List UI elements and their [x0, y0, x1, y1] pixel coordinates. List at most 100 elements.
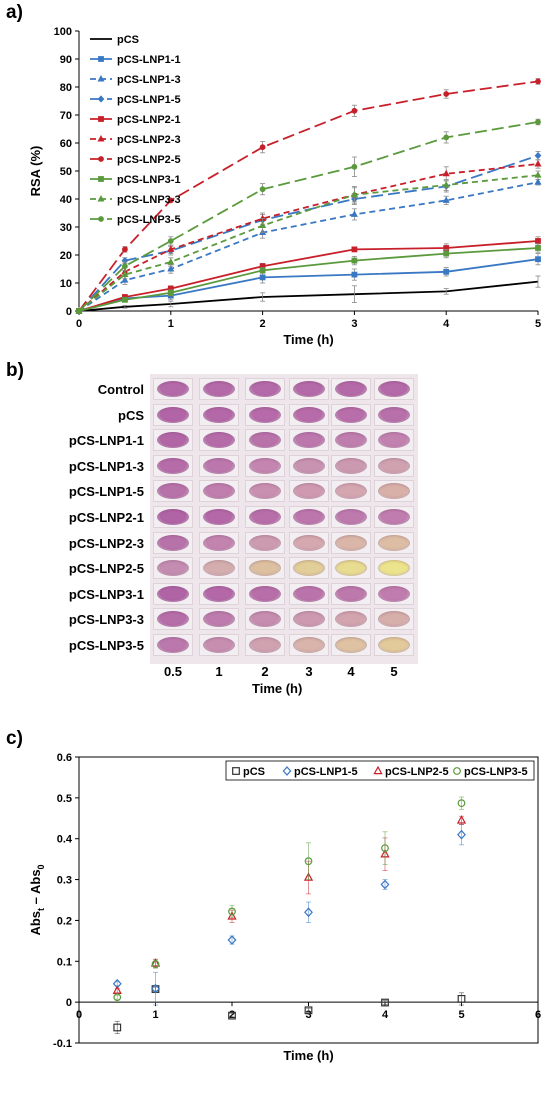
legend-marker [97, 95, 105, 103]
well-solution [378, 457, 410, 474]
well-column-label: 5 [390, 663, 398, 679]
legend-item: pCS [90, 34, 139, 46]
well-cell [331, 608, 371, 631]
legend-item: pCS-LNP1-5 [90, 94, 181, 106]
well-solution [249, 457, 281, 474]
data-point [121, 270, 129, 278]
well-solution [293, 406, 325, 423]
well-cell [374, 403, 414, 426]
well-cell [199, 634, 239, 656]
y-tick-label: 0.5 [57, 793, 72, 805]
well-cell [245, 454, 285, 477]
y-tick-label: 0.3 [57, 875, 72, 887]
y-tick-label: 0 [66, 306, 72, 318]
y-tick-label: 0.4 [57, 834, 73, 846]
panel-c-letter: c) [6, 728, 23, 749]
well-solution [249, 483, 281, 500]
y-tick-label: 0.6 [57, 752, 72, 764]
legend-item: pCS-LNP2-5 [90, 154, 181, 166]
data-point [443, 91, 450, 97]
well-cell [331, 506, 371, 528]
well-solution [293, 585, 325, 602]
legend-label: pCS-LNP1-1 [117, 54, 181, 66]
well-cell [289, 480, 329, 503]
data-point [535, 119, 541, 125]
legend-item: pCS-LNP1-5 [282, 766, 358, 778]
data-point [304, 857, 313, 866]
y-tick-label: 30 [60, 222, 72, 234]
legend-marker [232, 767, 240, 775]
data-point [535, 78, 541, 85]
data-point [259, 186, 266, 193]
well-column-label: 1 [215, 663, 223, 679]
well-solution [249, 637, 281, 653]
well-solution [335, 406, 367, 423]
legend-label: pCS-LNP3-1 [117, 174, 181, 186]
well-solution [203, 509, 235, 525]
well-solution [157, 534, 189, 551]
well-column-label: 3 [305, 663, 313, 679]
well-cell [245, 531, 285, 554]
legend-marker [282, 766, 292, 776]
series-pCS-LNP3-1 [76, 243, 541, 314]
well-solution [335, 509, 367, 525]
legend-label: pCS-LNP1-5 [117, 94, 181, 106]
well-column-label: 2 [261, 663, 269, 679]
well-cell [245, 429, 285, 452]
data-point [167, 289, 174, 296]
well-solution [157, 509, 189, 525]
data-point [76, 308, 82, 314]
well-row-label: pCS-LNP1-5 [68, 484, 144, 500]
well-solution [203, 483, 235, 500]
data-point [535, 245, 541, 251]
data-point [227, 935, 237, 945]
data-point [442, 180, 450, 188]
well-cell [374, 634, 414, 656]
well-solution [335, 432, 367, 449]
data-point [535, 256, 541, 263]
panel-b-letter: b) [6, 360, 24, 381]
well-solution [378, 509, 410, 525]
legend-item: pCS-LNP1-1 [90, 54, 181, 66]
legend-marker [98, 156, 104, 162]
well-solution [203, 637, 235, 653]
well-row-label: pCS-LNP3-5 [68, 638, 144, 653]
y-tick-label: 0 [66, 997, 72, 1009]
data-point [121, 276, 129, 283]
well-solution [203, 381, 235, 397]
y-axis-title: RSA (%) [28, 146, 43, 197]
x-tick-label: 3 [305, 1009, 311, 1021]
legend-item: pCS-LNP2-1 [90, 114, 181, 126]
data-point [443, 134, 450, 141]
x-tick-label: 0 [76, 1009, 82, 1021]
well-solution [293, 509, 325, 525]
well-cell [374, 506, 414, 528]
y-tick-label: 60 [60, 138, 72, 150]
well-cell [199, 378, 239, 400]
well-cell [153, 378, 193, 400]
y-tick-label: 50 [60, 166, 72, 178]
data-point [351, 107, 358, 114]
legend: pCS pCS-LNP1-1 pCS-LNP1-3 pCS-LNP1-5 pCS-LNP… [90, 34, 181, 226]
well-cell [199, 454, 239, 477]
legend-item: pCS-LNP2-5 [373, 765, 449, 778]
well-solution [378, 534, 410, 551]
well-solution [335, 483, 367, 500]
legend-marker [453, 767, 461, 775]
y-tick-label: 100 [54, 26, 72, 38]
well-cell [245, 582, 285, 605]
well-solution [203, 560, 235, 577]
x-axis-title: Time (h) [283, 1048, 333, 1063]
well-solution [157, 483, 189, 500]
x-tick-label: 5 [458, 1009, 464, 1021]
well-solution [157, 381, 189, 397]
series-pCS-LNP3-3 [75, 170, 542, 314]
well-row-label: pCS-LNP1-3 [68, 458, 144, 474]
well-solution [378, 432, 410, 449]
absorbance-scatter-chart: -0.100.10.20.30.40.50.60123456Time (h)Ab… [28, 752, 541, 1063]
well-cell [331, 429, 371, 452]
well-cell [199, 582, 239, 605]
well-cell [289, 403, 329, 426]
well-solution [203, 406, 235, 423]
legend-item: pCS-LNP2-3 [90, 134, 181, 146]
